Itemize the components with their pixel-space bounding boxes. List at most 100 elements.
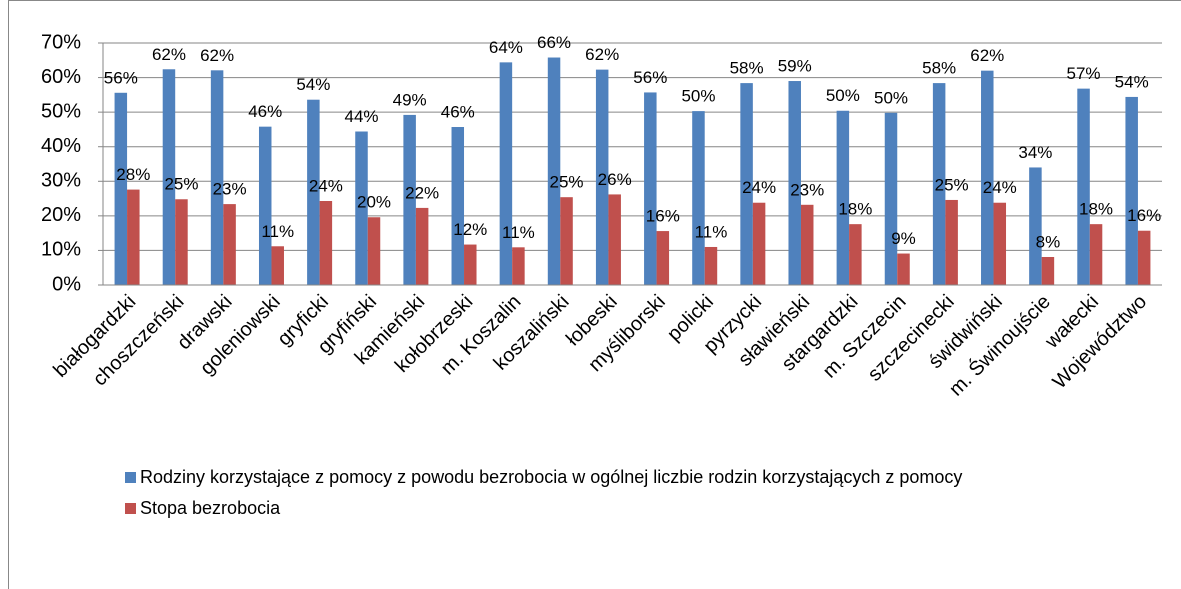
data-label: 23% [213, 180, 247, 199]
data-label: 25% [550, 173, 584, 192]
legend-item: Stopa bezrobocia [125, 493, 1135, 524]
data-label: 18% [1079, 200, 1113, 219]
data-label: 56% [633, 68, 667, 87]
bar [367, 217, 381, 285]
data-label: 9% [891, 229, 916, 248]
data-label: 24% [309, 176, 343, 195]
data-label: 24% [983, 178, 1017, 197]
data-label: 58% [730, 59, 764, 78]
data-label: 12% [453, 220, 487, 239]
legend-label: Stopa bezrobocia [140, 498, 281, 518]
data-label: 24% [742, 178, 776, 197]
bar [884, 112, 898, 285]
bar [307, 99, 320, 285]
bar [114, 92, 128, 285]
bar [993, 202, 1007, 285]
bar [1077, 88, 1090, 286]
data-label: 34% [1018, 143, 1052, 162]
bar [752, 202, 766, 285]
data-label: 20% [357, 193, 391, 212]
bar [1125, 96, 1138, 285]
bar [175, 199, 188, 285]
data-label: 50% [681, 87, 715, 106]
bar [464, 244, 477, 285]
bar [403, 114, 416, 285]
data-label: 66% [537, 33, 571, 52]
y-tick-label: 70% [41, 31, 81, 53]
y-tick-label: 40% [41, 135, 81, 157]
legend-swatch [125, 472, 136, 483]
bar [945, 199, 958, 285]
data-label: 56% [104, 68, 138, 87]
bar [704, 246, 718, 285]
bar [692, 111, 705, 285]
bar [981, 70, 994, 286]
bar [319, 200, 333, 285]
bar [836, 110, 850, 285]
y-tick-label: 50% [41, 100, 81, 122]
bar [1041, 256, 1055, 285]
bar [608, 194, 621, 285]
data-label: 62% [152, 45, 186, 64]
data-label: 16% [1127, 206, 1161, 225]
data-label: 54% [296, 75, 330, 94]
y-tick-label: 10% [41, 239, 81, 261]
data-label: 46% [441, 102, 475, 121]
data-label: 49% [393, 90, 427, 109]
bar [415, 207, 429, 285]
data-label: 11% [695, 222, 728, 241]
y-tick-label: 60% [41, 66, 81, 88]
data-label: 57% [1067, 64, 1101, 83]
bar [932, 83, 946, 285]
data-label: 26% [598, 170, 632, 189]
bar [127, 189, 140, 285]
data-label: 25% [164, 175, 198, 194]
bar [162, 69, 176, 285]
y-tick-label: 20% [41, 204, 81, 226]
bar [210, 70, 224, 285]
bar [656, 231, 670, 285]
data-label: 54% [1115, 72, 1149, 91]
legend-item: Rodziny korzystające z pomocy z powodu b… [125, 462, 1135, 493]
bar [223, 204, 236, 285]
data-label: 28% [116, 165, 150, 184]
bar [1029, 167, 1042, 285]
data-label: 62% [585, 45, 619, 64]
bar [355, 131, 368, 285]
bar [547, 57, 561, 285]
data-label: 62% [200, 46, 234, 65]
data-label: 16% [646, 207, 680, 226]
data-label: 50% [826, 86, 860, 105]
data-label: 44% [344, 107, 378, 126]
bar [595, 69, 609, 286]
data-label: 18% [838, 200, 872, 219]
data-label: 11% [261, 222, 294, 241]
data-label: 58% [922, 59, 956, 78]
bar [1089, 224, 1103, 285]
data-label: 64% [489, 38, 523, 57]
bar [1137, 230, 1151, 285]
data-label: 50% [874, 88, 908, 107]
frame [8, 0, 1181, 589]
bar [512, 247, 525, 285]
bar [258, 126, 272, 285]
bar [897, 253, 910, 285]
bar [499, 62, 513, 285]
data-label: 22% [405, 183, 439, 202]
data-label: 23% [790, 180, 824, 199]
data-label: 25% [935, 175, 969, 194]
bar [451, 127, 465, 285]
y-tick-label: 30% [41, 170, 81, 192]
bar [740, 83, 753, 285]
bar [644, 92, 657, 286]
legend-label: Rodziny korzystające z pomocy z powodu b… [140, 467, 963, 487]
data-label: 62% [970, 46, 1004, 65]
bar [800, 204, 814, 285]
y-tick-label: 0% [52, 273, 81, 295]
data-label: 11% [502, 223, 535, 242]
bar [788, 81, 801, 286]
bar [560, 197, 573, 285]
data-label: 59% [778, 57, 812, 76]
bar [271, 246, 284, 285]
